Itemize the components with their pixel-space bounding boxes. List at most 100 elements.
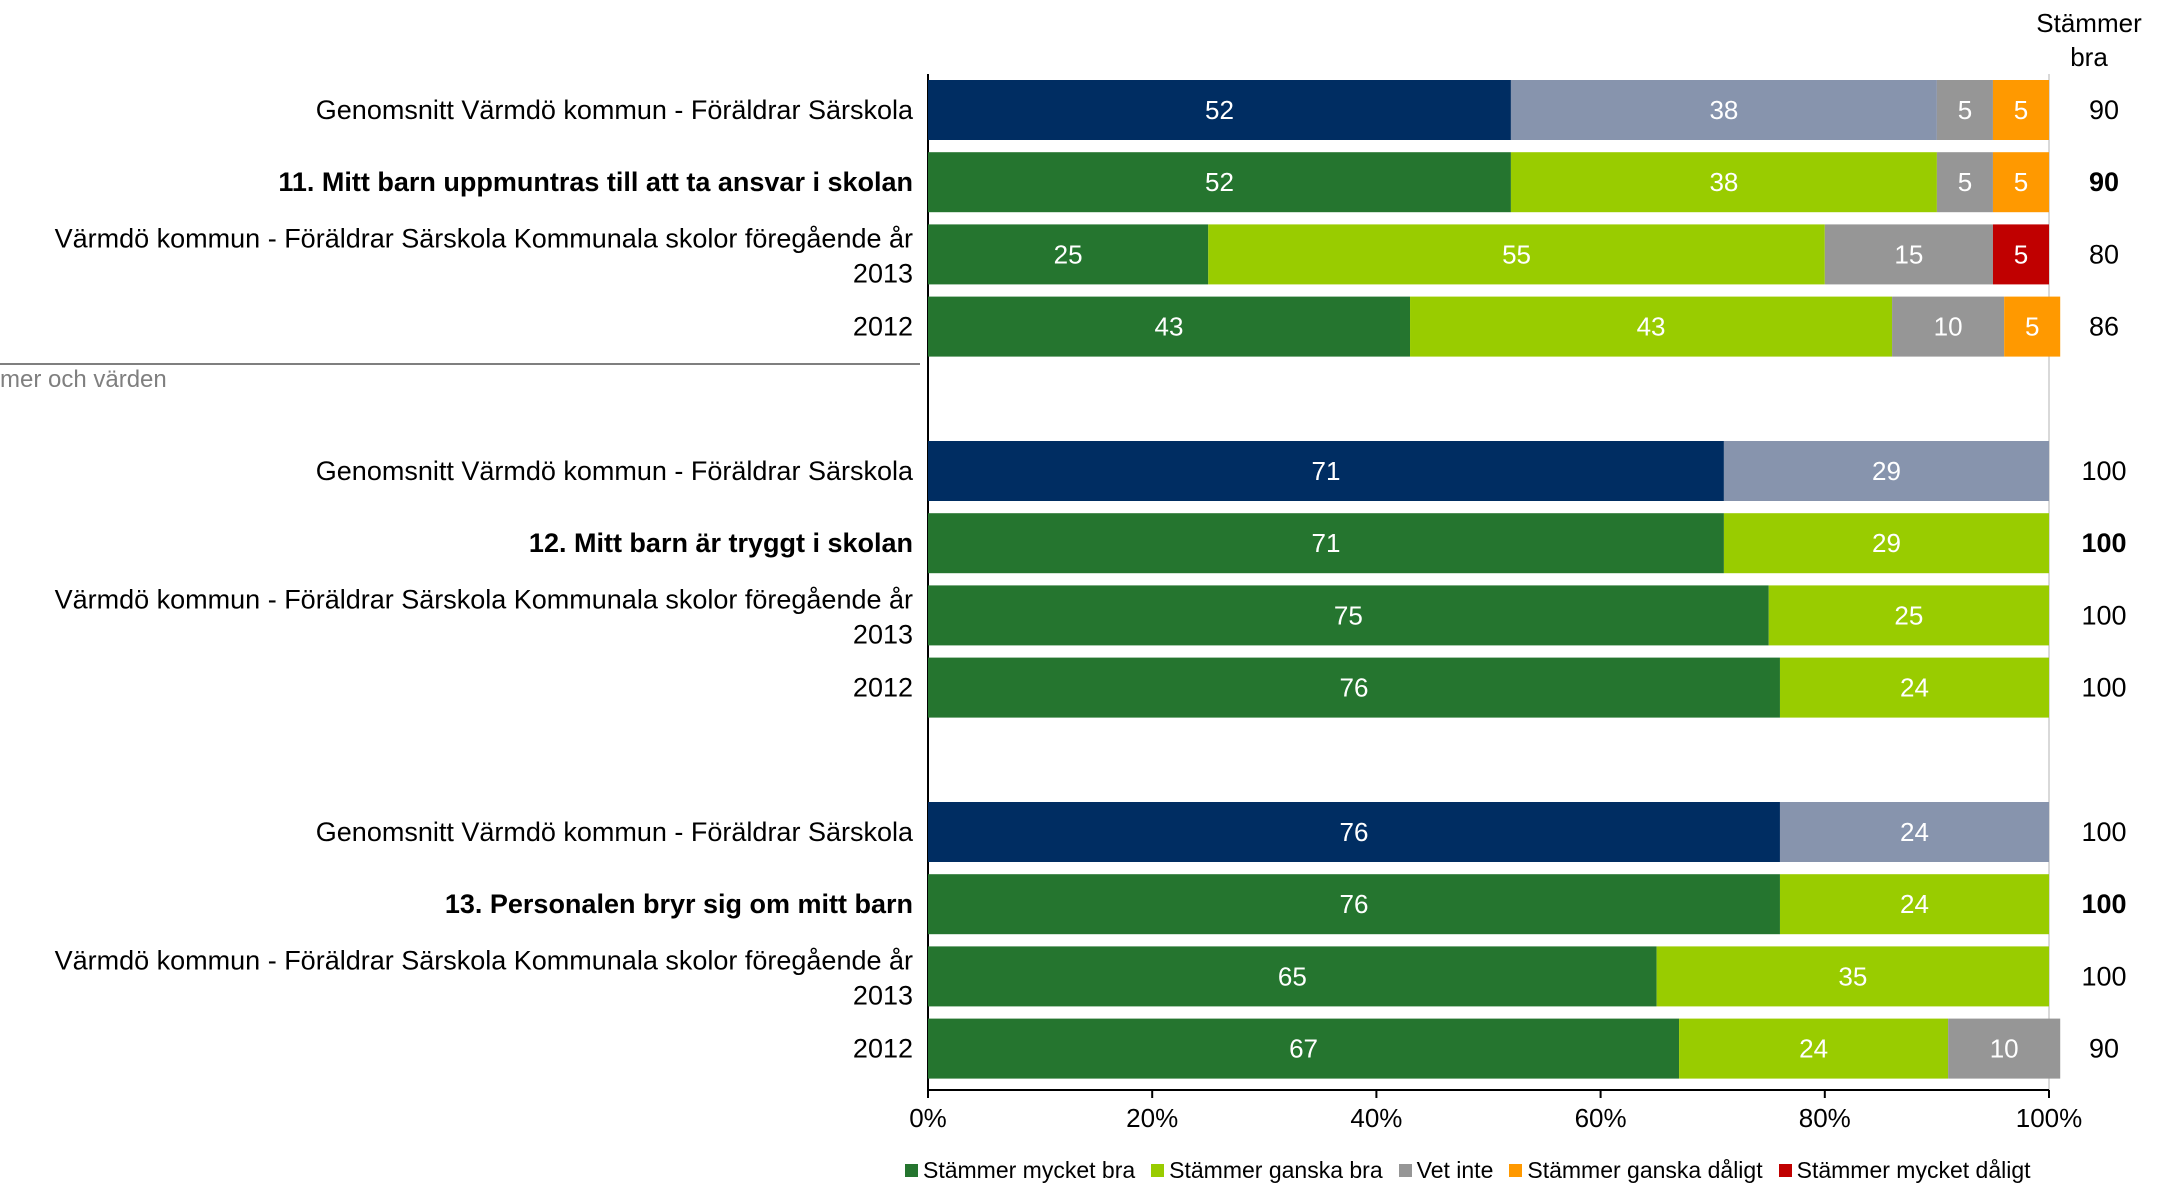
bar-segment bbox=[928, 1018, 1680, 1079]
data-label: 10 bbox=[1934, 312, 1963, 342]
data-label: 0 bbox=[2062, 1034, 2076, 1064]
bar-segment bbox=[928, 513, 1724, 574]
data-label: 5 bbox=[2014, 239, 2028, 269]
score-value: 100 bbox=[2081, 600, 2126, 630]
legend-item: Vet inte bbox=[1398, 1157, 1493, 1184]
category-label: Värmdö kommun - Föräldrar Särskola Kommu… bbox=[55, 223, 913, 253]
score-value: 80 bbox=[2089, 239, 2119, 269]
bar-segment bbox=[1948, 1018, 2061, 1079]
bar-segment bbox=[928, 802, 1780, 862]
score-value: 90 bbox=[2089, 167, 2119, 197]
legend-item: Stämmer mycket dåligt bbox=[1778, 1156, 2031, 1184]
score-value: 100 bbox=[2081, 528, 2126, 558]
legend-label: Stämmer mycket bra bbox=[923, 1156, 1136, 1183]
score-value: 86 bbox=[2089, 312, 2119, 342]
category-label: 2012 bbox=[853, 1034, 913, 1064]
bar-segment bbox=[1208, 224, 1825, 285]
data-label: 5 bbox=[2025, 312, 2039, 342]
category-label: 13. Personalen bryr sig om mitt barn bbox=[445, 889, 913, 919]
bar-segment bbox=[1723, 441, 2049, 501]
data-label: 43 bbox=[1155, 312, 1184, 342]
data-label: 0 bbox=[2051, 889, 2065, 919]
legend-label: Stämmer mycket dåligt bbox=[1796, 1156, 2031, 1183]
bar-segment bbox=[928, 80, 1511, 140]
data-label: 5 bbox=[1958, 95, 1972, 125]
data-label: 43 bbox=[1637, 312, 1666, 342]
data-label: 76 bbox=[1340, 889, 1369, 919]
legend-label: Stämmer ganska dåligt bbox=[1527, 1156, 1763, 1183]
data-label: 5 bbox=[1958, 167, 1972, 197]
bar-segment bbox=[1656, 946, 2049, 1007]
bar-segment bbox=[928, 296, 1411, 357]
bar-segment bbox=[1410, 296, 1893, 357]
score-value: 90 bbox=[2089, 95, 2119, 125]
legend-label: Stämmer ganska bra bbox=[1169, 1156, 1383, 1183]
x-tick-label: 60% bbox=[1575, 1103, 1627, 1133]
data-label: 5 bbox=[2014, 167, 2028, 197]
category-label: 2013 bbox=[853, 619, 913, 649]
data-label: 35 bbox=[1838, 961, 1867, 991]
data-label: 0 bbox=[2062, 312, 2076, 342]
x-tick-label: 80% bbox=[1799, 1103, 1851, 1133]
bar-segment bbox=[928, 585, 1769, 646]
bar-segment bbox=[1779, 657, 2049, 718]
bar-segment bbox=[928, 657, 1780, 718]
category-label: Genomsnitt Värmdö kommun - Föräldrar Sär… bbox=[316, 817, 914, 847]
x-tick-label: 40% bbox=[1350, 1103, 1402, 1133]
data-label: 0 bbox=[2051, 456, 2065, 486]
data-label: 71 bbox=[1311, 528, 1340, 558]
bar-segment bbox=[928, 946, 1657, 1007]
data-label: 0 bbox=[2051, 167, 2065, 197]
legend-item: Stämmer mycket bra bbox=[905, 1157, 1135, 1184]
category-label: 2013 bbox=[853, 980, 913, 1010]
data-label: 67 bbox=[1289, 1034, 1318, 1064]
bar-segment bbox=[1824, 224, 1993, 285]
data-label: 52 bbox=[1205, 167, 1234, 197]
data-label: 24 bbox=[1799, 1034, 1828, 1064]
score-value: 90 bbox=[2089, 1034, 2119, 1064]
legend-item: Stämmer ganska dåligt bbox=[1509, 1156, 1763, 1184]
bar-segment bbox=[1779, 874, 2049, 935]
data-label: 0 bbox=[2051, 817, 2065, 847]
score-value: 100 bbox=[2081, 961, 2126, 991]
data-label: 71 bbox=[1311, 456, 1340, 486]
bar-segment bbox=[1992, 224, 2049, 285]
category-label: 2013 bbox=[853, 258, 913, 288]
category-label: Värmdö kommun - Föräldrar Särskola Kommu… bbox=[55, 584, 913, 614]
data-label: 38 bbox=[1709, 95, 1738, 125]
bar-segment bbox=[928, 874, 1780, 935]
data-label: 25 bbox=[1054, 239, 1083, 269]
category-label: 2012 bbox=[853, 312, 913, 342]
category-label: Genomsnitt Värmdö kommun - Föräldrar Sär… bbox=[316, 95, 914, 125]
bar-segment bbox=[1892, 296, 2005, 357]
bar-segment bbox=[1779, 802, 2049, 862]
bar-segment bbox=[928, 441, 1724, 501]
x-tick-label: 0% bbox=[909, 1103, 947, 1133]
data-label: 65 bbox=[1278, 961, 1307, 991]
category-label: 11. Mitt barn uppmuntras till att ta ans… bbox=[278, 167, 913, 197]
score-header-line-2: bra bbox=[2070, 42, 2108, 72]
data-label: 25 bbox=[1894, 600, 1923, 630]
category-label: Värmdö kommun - Föräldrar Särskola Kommu… bbox=[55, 945, 913, 975]
legend-swatch bbox=[1398, 1163, 1412, 1177]
bar-segment bbox=[928, 152, 1511, 213]
category-label: 2012 bbox=[853, 673, 913, 703]
score-value: 100 bbox=[2081, 456, 2126, 486]
bar-segment bbox=[2004, 296, 2061, 357]
legend-swatch bbox=[905, 1163, 918, 1177]
data-label: 38 bbox=[1709, 167, 1738, 197]
data-label: 10 bbox=[1990, 1034, 2019, 1064]
data-label: 15 bbox=[1894, 239, 1923, 269]
legend: Stämmer mycket bra Stämmer ganska bra Ve… bbox=[905, 1156, 2047, 1184]
category-label: 12. Mitt barn är tryggt i skolan bbox=[529, 528, 913, 558]
data-label: 0 bbox=[2051, 673, 2065, 703]
bar-segment bbox=[1510, 80, 1937, 140]
legend-swatch bbox=[1509, 1163, 1523, 1177]
legend-swatch bbox=[1151, 1163, 1165, 1177]
bar-segment bbox=[1510, 152, 1937, 213]
data-label: 0 bbox=[2051, 528, 2065, 558]
data-label: 29 bbox=[1872, 528, 1901, 558]
data-label: 24 bbox=[1900, 889, 1929, 919]
data-label: 5 bbox=[2014, 95, 2028, 125]
bar-segment bbox=[1992, 152, 2049, 213]
